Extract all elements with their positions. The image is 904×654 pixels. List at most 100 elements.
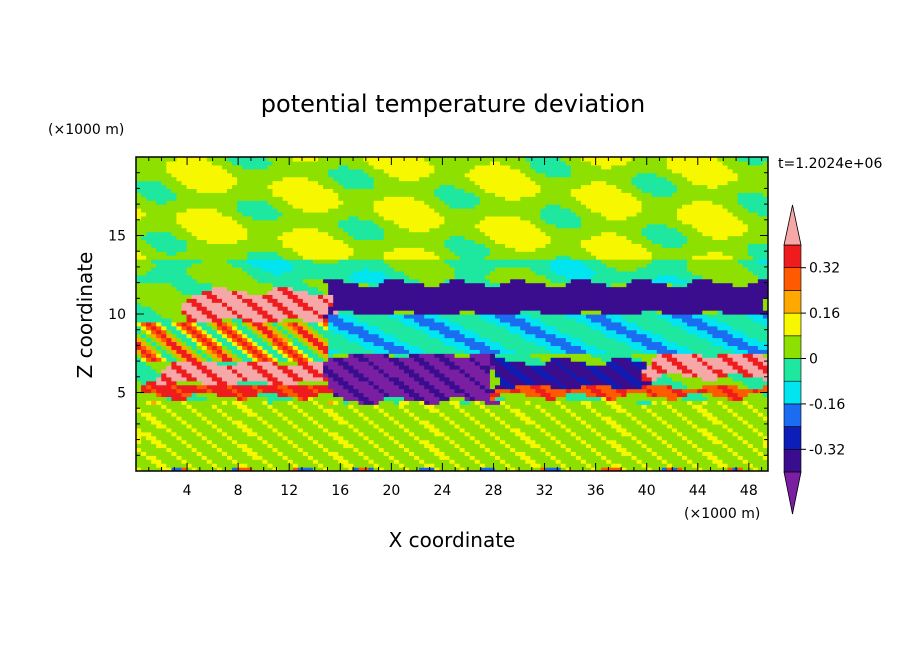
heatmap-cell (166, 376, 172, 382)
heatmap-cell (687, 329, 693, 335)
heatmap-cell (712, 388, 719, 394)
heatmap-cell (742, 357, 749, 362)
heatmap-cell (474, 423, 481, 429)
heatmap-cell (697, 365, 703, 370)
heatmap-cell (747, 419, 754, 425)
heatmap-cell (186, 439, 193, 445)
heatmap-cell (636, 439, 643, 445)
heatmap-cell (206, 341, 213, 346)
heatmap-cell (636, 372, 643, 378)
heatmap-cell (469, 376, 476, 382)
heatmap-cell (403, 372, 410, 378)
heatmap-cell (393, 459, 400, 464)
heatmap-cell (727, 349, 734, 354)
heatmap-cell (206, 408, 213, 413)
heatmap-cell (282, 317, 289, 323)
heatmap-cell (348, 431, 355, 437)
heatmap-cell (601, 443, 607, 449)
heatmap-cell (328, 408, 334, 413)
heatmap-cell (641, 404, 648, 409)
heatmap-cell (575, 423, 582, 429)
heatmap-cell (166, 435, 172, 441)
heatmap-cell (762, 431, 768, 437)
heatmap-cell (176, 455, 183, 460)
heatmap-cell (403, 368, 410, 374)
heatmap-cell (762, 349, 768, 354)
heatmap-cell (302, 353, 309, 358)
heatmap-cell (262, 317, 269, 323)
heatmap-cell (151, 384, 157, 390)
heatmap-cell (500, 416, 506, 421)
heatmap-cell (671, 361, 678, 366)
heatmap-cell (601, 321, 607, 327)
heatmap-cell (338, 349, 344, 354)
heatmap-cell (409, 463, 415, 468)
heatmap-cell (378, 427, 385, 433)
heatmap-cell (494, 459, 501, 464)
heatmap-cell (722, 435, 729, 441)
heatmap-cell (747, 431, 754, 437)
heatmap-cell (161, 353, 167, 358)
heatmap-cell (687, 368, 693, 374)
heatmap-cell (348, 459, 355, 464)
heatmap-cell (206, 392, 213, 398)
heatmap-cell (429, 314, 435, 319)
heatmap-cell (651, 463, 658, 468)
heatmap-cell (671, 368, 678, 374)
heatmap-cell (323, 314, 329, 319)
heatmap-cell (550, 435, 557, 441)
heatmap-cell (530, 455, 537, 460)
heatmap-cell (515, 333, 521, 339)
heatmap-cell (312, 400, 319, 405)
heatmap-cell (439, 314, 446, 319)
heatmap-cell (596, 423, 602, 429)
heatmap-cell (565, 427, 572, 433)
heatmap-cell (692, 396, 698, 401)
heatmap-cell (383, 380, 390, 386)
heatmap-cell (666, 365, 673, 370)
heatmap-cell (494, 329, 501, 335)
heatmap-cell (666, 372, 673, 378)
heatmap-cell (727, 416, 734, 421)
heatmap-cell (616, 416, 622, 421)
heatmap-cell (459, 423, 466, 429)
heatmap-cell (292, 325, 299, 331)
heatmap-cell (596, 357, 602, 362)
heatmap-cell (732, 349, 739, 354)
heatmap-cell (762, 388, 768, 394)
heatmap-cell (439, 404, 446, 409)
heatmap-cell (343, 404, 349, 409)
heatmap-cell (383, 392, 390, 398)
heatmap-cell (312, 368, 319, 374)
heatmap-cell (414, 408, 420, 413)
heatmap-cell (520, 361, 526, 366)
heatmap-cell (474, 431, 481, 437)
heatmap-cell (403, 408, 410, 413)
heatmap-cell (747, 408, 754, 413)
heatmap-cell (656, 321, 663, 327)
heatmap-cell (348, 447, 355, 452)
heatmap-cell (287, 337, 294, 343)
heatmap-cell (393, 345, 400, 350)
heatmap-cell (419, 396, 425, 401)
heatmap-cell (328, 321, 334, 327)
heatmap-cell (515, 439, 521, 445)
heatmap-cell (424, 365, 430, 370)
heatmap-cell (424, 416, 430, 421)
heatmap-cell (201, 380, 208, 386)
heatmap-cell (591, 349, 597, 354)
heatmap-cell (136, 439, 142, 445)
heatmap-cell (732, 353, 739, 358)
heatmap-cell (712, 314, 719, 319)
heatmap-cell (525, 463, 531, 468)
heatmap-cell (348, 451, 355, 456)
heatmap-cell (707, 329, 713, 335)
heatmap-cell (146, 353, 152, 358)
heatmap-cell (762, 439, 768, 445)
heatmap-cell (312, 404, 319, 409)
heatmap-cell (247, 427, 253, 433)
heatmap-cell (282, 314, 289, 319)
heatmap-cell (626, 321, 633, 327)
heatmap-cell (646, 349, 653, 354)
heatmap-cell (156, 384, 162, 390)
